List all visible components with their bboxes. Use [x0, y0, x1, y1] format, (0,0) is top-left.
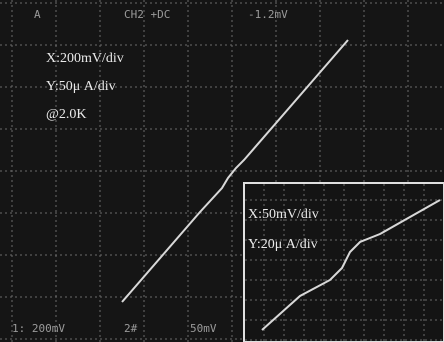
- inset-y-scale: Y:20μ A/div: [248, 237, 318, 252]
- ch1-scale: 1: 200mV: [12, 322, 65, 335]
- inset-x-scale: X:50mV/div: [248, 207, 319, 222]
- coupling-label: CH2 +DC: [124, 8, 170, 21]
- main-x-scale: X:200mV/div: [46, 51, 124, 66]
- oscilloscope-screen: A CH2 +DC -1.2mV X:200mV/div Y:50μ A/div…: [0, 0, 444, 342]
- channel-label: A: [34, 8, 41, 21]
- offset-label: -1.2mV: [248, 8, 288, 21]
- ch2-scale: 50mV: [190, 322, 217, 335]
- main-y-scale: Y:50μ A/div: [46, 79, 116, 94]
- resistance-label: @2.0K: [46, 107, 87, 122]
- ch2-label: 2#: [124, 322, 138, 335]
